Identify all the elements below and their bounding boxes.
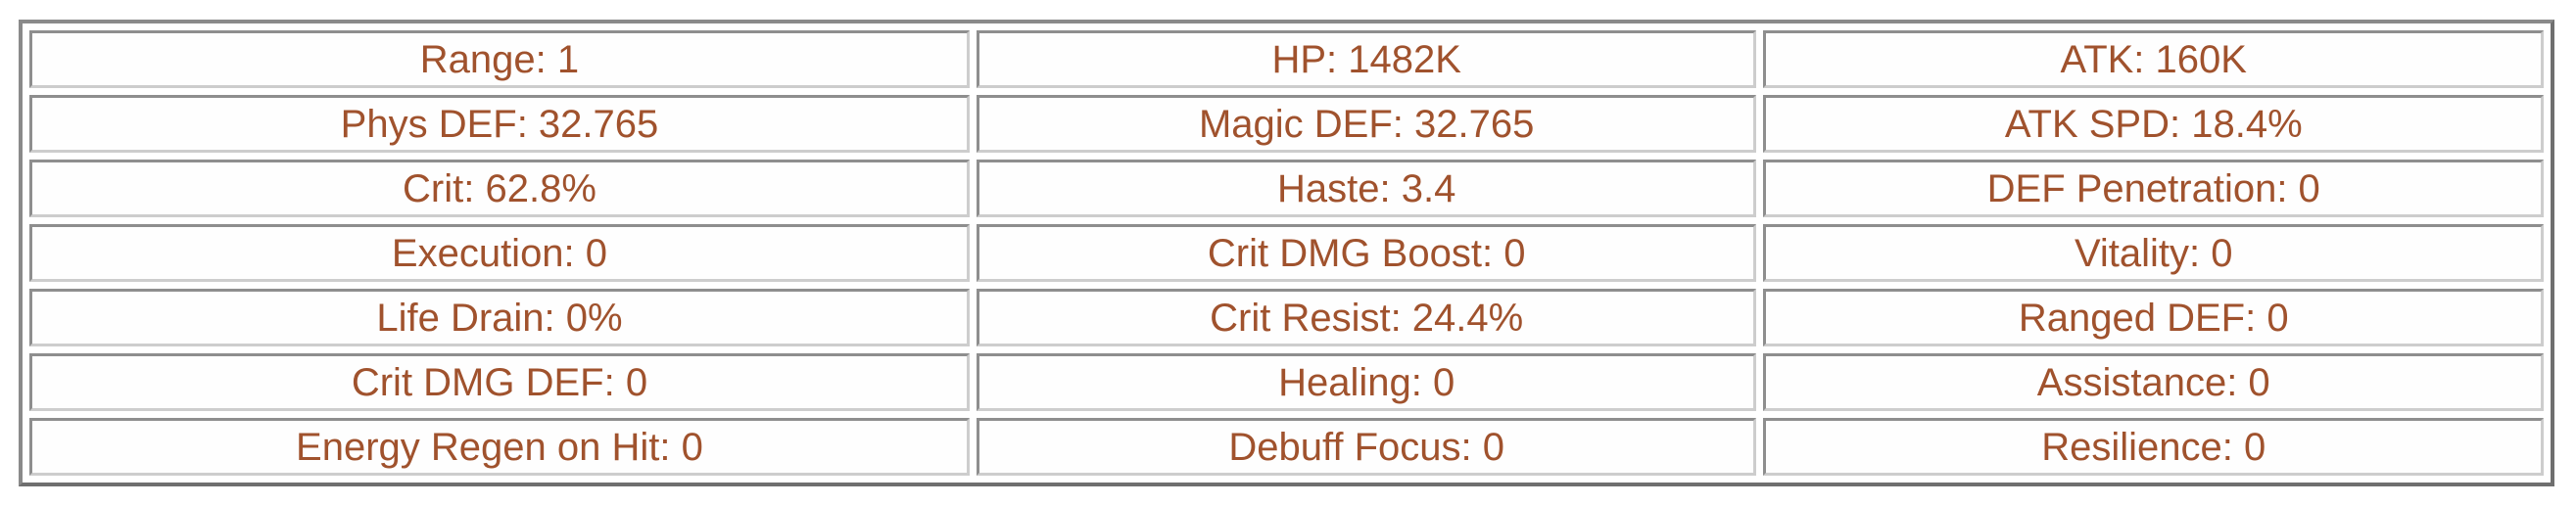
stat-haste: Haste: 3.4 — [976, 160, 1757, 217]
stats-row-1: Range: 1 HP: 1482K ATK: 160K — [29, 30, 2544, 88]
stats-table: Range: 1 HP: 1482K ATK: 160K Phys DEF: 3… — [19, 20, 2554, 486]
stat-vitality: Vitality: 0 — [1763, 224, 2544, 282]
stat-ranged-def: Ranged DEF: 0 — [1763, 289, 2544, 346]
stat-life-drain: Life Drain: 0% — [29, 289, 970, 346]
stat-hp: HP: 1482K — [976, 30, 1757, 88]
stat-crit-dmg-boost: Crit DMG Boost: 0 — [976, 224, 1757, 282]
stat-execution: Execution: 0 — [29, 224, 970, 282]
stat-debuff-focus: Debuff Focus: 0 — [976, 418, 1757, 476]
stat-crit-dmg-def: Crit DMG DEF: 0 — [29, 353, 970, 411]
stat-phys-def: Phys DEF: 32.765 — [29, 95, 970, 153]
stat-atk-spd: ATK SPD: 18.4% — [1763, 95, 2544, 153]
stats-row-6: Crit DMG DEF: 0 Healing: 0 Assistance: 0 — [29, 353, 2544, 411]
stats-row-2: Phys DEF: 32.765 Magic DEF: 32.765 ATK S… — [29, 95, 2544, 153]
stat-energy-regen-on-hit: Energy Regen on Hit: 0 — [29, 418, 970, 476]
stats-row-7: Energy Regen on Hit: 0 Debuff Focus: 0 R… — [29, 418, 2544, 476]
stat-range: Range: 1 — [29, 30, 970, 88]
stat-def-penetration: DEF Penetration: 0 — [1763, 160, 2544, 217]
stat-atk: ATK: 160K — [1763, 30, 2544, 88]
stat-crit: Crit: 62.8% — [29, 160, 970, 217]
stat-resilience: Resilience: 0 — [1763, 418, 2544, 476]
stat-magic-def: Magic DEF: 32.765 — [976, 95, 1757, 153]
stat-assistance: Assistance: 0 — [1763, 353, 2544, 411]
stats-row-5: Life Drain: 0% Crit Resist: 24.4% Ranged… — [29, 289, 2544, 346]
stats-row-4: Execution: 0 Crit DMG Boost: 0 Vitality:… — [29, 224, 2544, 282]
stat-healing: Healing: 0 — [976, 353, 1757, 411]
stat-crit-resist: Crit Resist: 24.4% — [976, 289, 1757, 346]
stats-row-3: Crit: 62.8% Haste: 3.4 DEF Penetration: … — [29, 160, 2544, 217]
